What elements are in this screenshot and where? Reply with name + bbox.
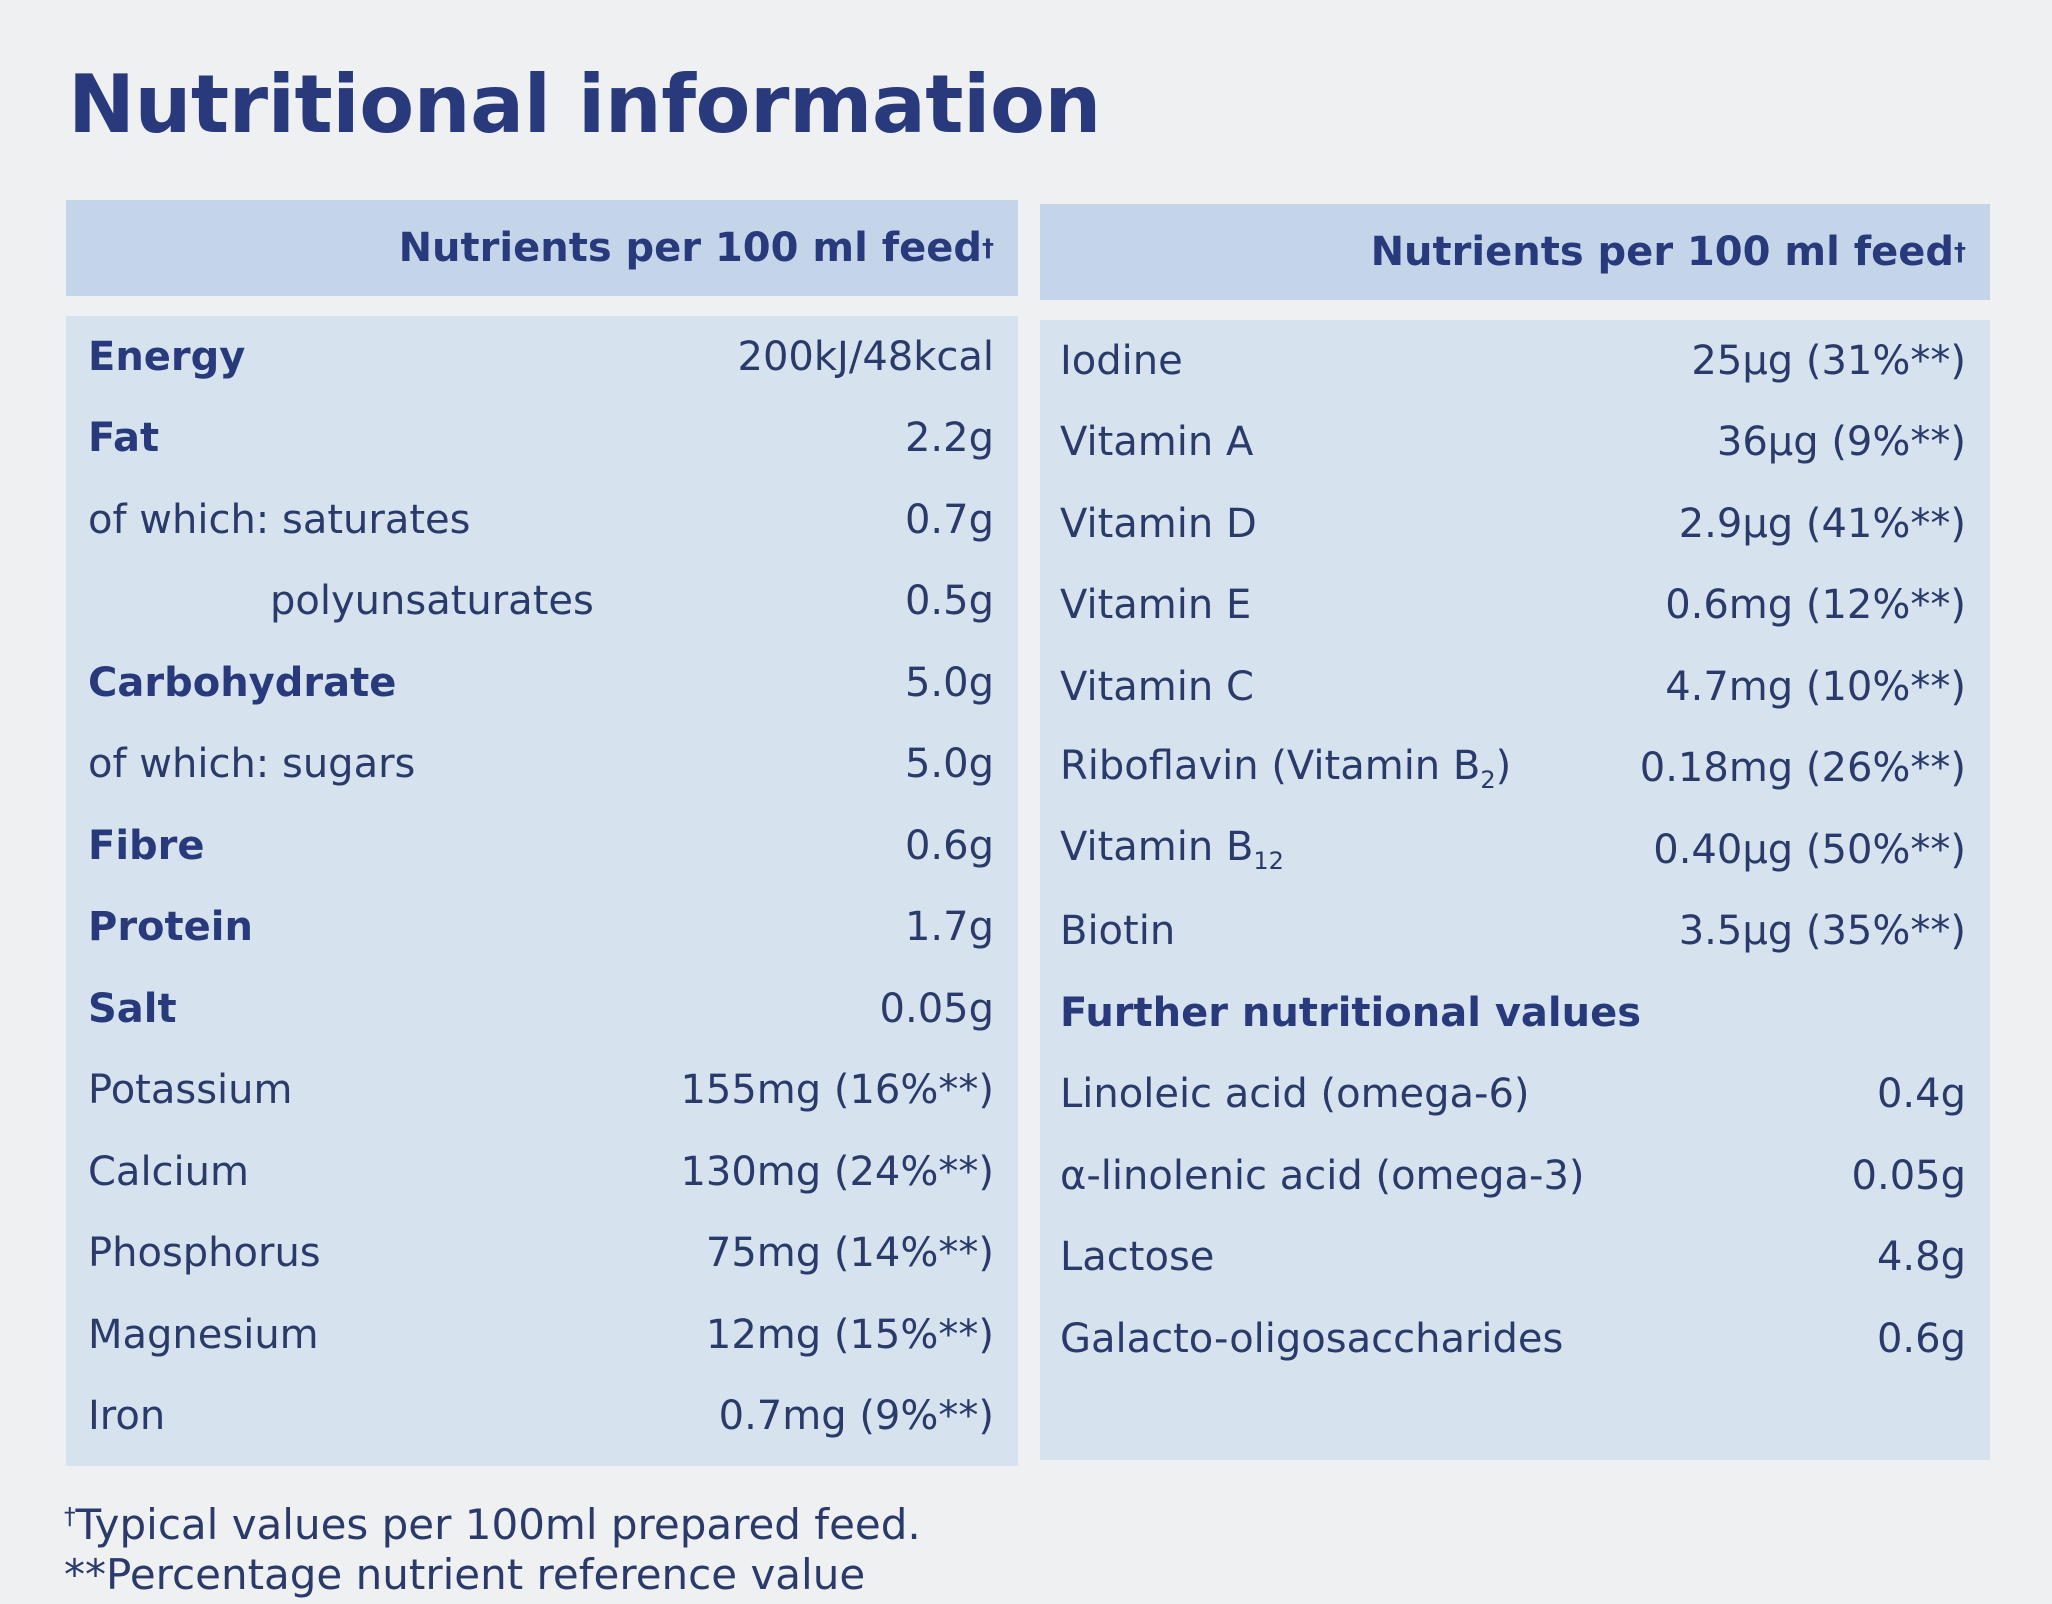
table-row: Biotin 3.5µg (35%**) <box>1040 891 1990 973</box>
nutrient-value: 0.7mg (9%**) <box>718 1393 994 1440</box>
table-row: Salt 0.05g <box>66 968 1018 1050</box>
nutrient-label: Carbohydrate <box>88 659 397 706</box>
nutrient-label: Linoleic acid (omega-6) <box>1060 1071 1530 1118</box>
nutrient-label: Vitamin C <box>1060 663 1254 710</box>
table-row: Carbohydrate 5.0g <box>66 642 1018 724</box>
nutrient-label: Galacto-oligosaccharides <box>1060 1315 1564 1362</box>
header-label: Nutrients per 100 ml feed <box>1370 229 1954 275</box>
nutrient-label: Fat <box>88 415 160 462</box>
nutrient-label: Biotin <box>1060 908 1176 955</box>
table-row: Linoleic acid (omega-6) 0.4g <box>1040 1054 1990 1136</box>
table-row: Vitamin E 0.6mg (12%**) <box>1040 565 1990 647</box>
page-title: Nutritional information <box>68 58 1101 151</box>
section-heading: Further nutritional values <box>1040 972 1990 1054</box>
nutrient-label: Lactose <box>1060 1234 1215 1281</box>
nutrient-label: Vitamin E <box>1060 582 1252 629</box>
nutrient-label: Iron <box>88 1393 166 1440</box>
table-header-left: Nutrients per 100 ml feed † <box>66 200 1018 296</box>
table-row: Vitamin C 4.7mg (10%**) <box>1040 646 1990 728</box>
nutrient-value: 1.7g <box>904 904 994 951</box>
nutrient-value: 0.18mg (26%**) <box>1639 745 1966 792</box>
nutrient-value: 4.8g <box>1876 1234 1966 1281</box>
nutrient-value: 4.7mg (10%**) <box>1665 663 1966 710</box>
table-body-left: Energy 200kJ/48kcal Fat 2.2g of which: satur… <box>66 316 1018 1466</box>
nutrient-label: Vitamin A <box>1060 419 1254 466</box>
table-row: Fibre 0.6g <box>66 805 1018 887</box>
table-row: of which: sugars 5.0g <box>66 724 1018 806</box>
nutrient-label: Further nutritional values <box>1060 989 1642 1036</box>
table-row: Vitamin B12 0.40µg (50%**) <box>1040 809 1990 891</box>
nutrient-label: Riboflavin (Vitamin B2) <box>1060 742 1512 794</box>
table-row: Iron 0.7mg (9%**) <box>66 1376 1018 1458</box>
table-row: Lactose 4.8g <box>1040 1217 1990 1299</box>
nutrient-label: Vitamin D <box>1060 500 1257 547</box>
table-row: Vitamin A 36µg (9%**) <box>1040 402 1990 484</box>
nutrient-value: 3.5µg (35%**) <box>1678 908 1966 955</box>
nutrient-label: Fibre <box>88 822 205 869</box>
nutrient-label: Salt <box>88 985 177 1032</box>
table-row: Iodine 25µg (31%**) <box>1040 320 1990 402</box>
nutrient-value: 12mg (15%**) <box>705 1311 994 1358</box>
footnote-typical-values: †Typical values per 100ml prepared feed. <box>64 1492 921 1550</box>
table-row: Fat 2.2g <box>66 398 1018 480</box>
table-row: Potassium 155mg (16%**) <box>66 1050 1018 1132</box>
nutrient-value: 2.2g <box>904 415 994 462</box>
header-label: Nutrients per 100 ml feed <box>398 225 982 271</box>
table-row: Riboflavin (Vitamin B2) 0.18mg (26%**) <box>1040 728 1990 810</box>
table-body-right: Iodine 25µg (31%**) Vitamin A 36µg (9%**) Vi… <box>1040 320 1990 1460</box>
table-row: α-linolenic acid (omega-3) 0.05g <box>1040 1135 1990 1217</box>
nutrient-label: Phosphorus <box>88 1230 321 1277</box>
table-row: Energy 200kJ/48kcal <box>66 316 1018 398</box>
nutrient-value: 0.5g <box>904 578 994 625</box>
nutrient-value: 36µg (9%**) <box>1716 419 1966 466</box>
table-header-right: Nutrients per 100 ml feed † <box>1040 204 1990 300</box>
nutrient-label: Protein <box>88 904 253 951</box>
nutrient-value: 130mg (24%**) <box>680 1148 994 1195</box>
footnote-reference-value: **Percentage nutrient reference value <box>64 1550 866 1599</box>
table-row: of which: saturates 0.7g <box>66 479 1018 561</box>
nutrient-label: Potassium <box>88 1067 293 1114</box>
dagger-mark: † <box>64 1504 76 1530</box>
table-row: Vitamin D 2.9µg (41%**) <box>1040 483 1990 565</box>
nutrient-value: 0.6g <box>904 822 994 869</box>
nutrient-value: 0.7g <box>904 496 994 543</box>
nutrient-value: 5.0g <box>904 659 994 706</box>
nutrient-value: 0.40µg (50%**) <box>1653 826 1966 873</box>
nutrition-table-right: Nutrients per 100 ml feed † Iodine 25µg (3… <box>1040 204 1990 1460</box>
nutrient-label: Vitamin B12 <box>1060 824 1284 876</box>
nutrient-value: 5.0g <box>904 741 994 788</box>
footnote-text: Typical values per 100ml prepared feed. <box>75 1500 921 1549</box>
table-row: Galacto-oligosaccharides 0.6g <box>1040 1298 1990 1380</box>
nutrient-label: Magnesium <box>88 1311 319 1358</box>
nutrient-label: Calcium <box>88 1148 249 1195</box>
table-row: Protein 1.7g <box>66 887 1018 969</box>
nutrient-value: 25µg (31%**) <box>1691 337 1966 384</box>
nutrient-value: 0.4g <box>1876 1071 1966 1118</box>
dagger-mark: † <box>982 234 994 262</box>
nutrient-label: polyunsaturates <box>270 578 594 625</box>
nutrient-label: α-linolenic acid (omega-3) <box>1060 1152 1585 1199</box>
nutrient-value: 0.6mg (12%**) <box>1665 582 1966 629</box>
nutrition-table-left: Nutrients per 100 ml feed † Energy 200kJ/4… <box>66 200 1018 1466</box>
nutrient-label: of which: saturates <box>88 496 471 543</box>
nutrient-label: Iodine <box>1060 337 1183 384</box>
nutrient-label: Energy <box>88 333 246 380</box>
nutrient-label: of which: sugars <box>88 741 416 788</box>
nutrient-value: 200kJ/48kcal <box>737 333 994 380</box>
nutrient-value: 0.05g <box>1851 1152 1966 1199</box>
table-row: Magnesium 12mg (15%**) <box>66 1294 1018 1376</box>
table-row: Phosphorus 75mg (14%**) <box>66 1213 1018 1295</box>
table-row: polyunsaturates 0.5g <box>66 561 1018 643</box>
nutrient-value: 75mg (14%**) <box>705 1230 994 1277</box>
nutrient-value: 0.05g <box>879 985 994 1032</box>
table-row: Calcium 130mg (24%**) <box>66 1131 1018 1213</box>
nutrient-value: 2.9µg (41%**) <box>1678 500 1966 547</box>
nutrient-value: 155mg (16%**) <box>680 1067 994 1114</box>
footnotes: †Typical values per 100ml prepared feed.… <box>64 1492 921 1600</box>
dagger-mark: † <box>1954 238 1966 266</box>
nutrient-value: 0.6g <box>1876 1315 1966 1362</box>
